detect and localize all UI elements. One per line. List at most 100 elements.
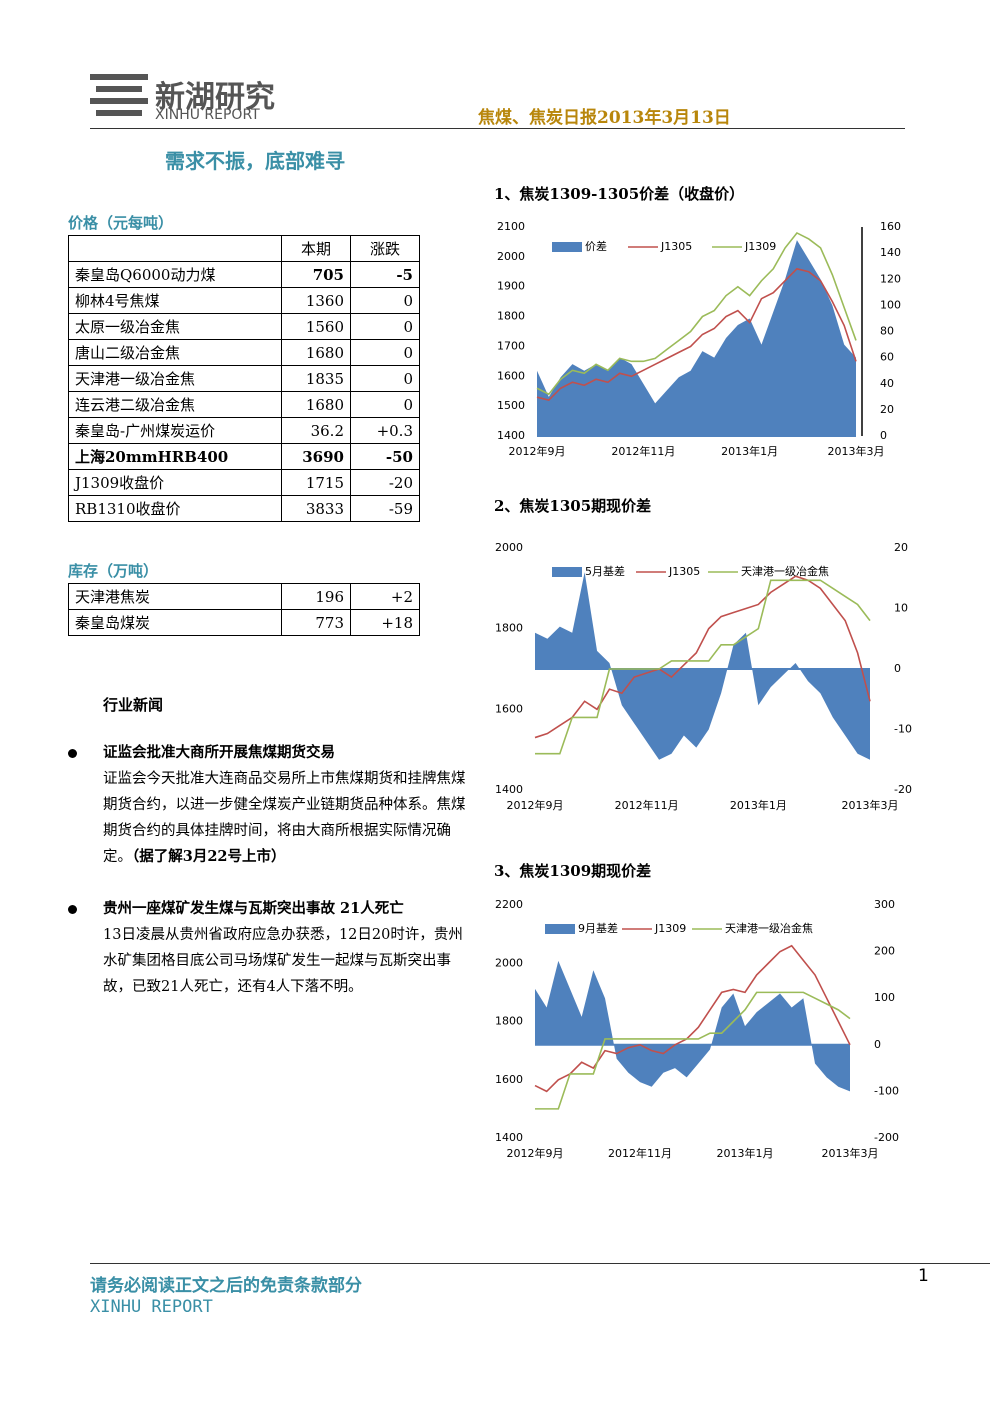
legend-label: 9月基差 bbox=[578, 921, 618, 935]
news-note: （据了解3月22号上市） bbox=[132, 848, 286, 865]
y2-tick-label: -10 bbox=[894, 723, 912, 736]
y2-tick-label: 140 bbox=[880, 246, 901, 259]
y2-tick-label: 160 bbox=[880, 220, 901, 233]
table-cell: 太原一级冶金焦 bbox=[68, 313, 282, 340]
y2-tick-label: -100 bbox=[874, 1084, 899, 1097]
y-tick-label: 1600 bbox=[497, 369, 525, 382]
x-tick-label: 2013年1月 bbox=[717, 1146, 774, 1160]
x-tick-label: 2012年11月 bbox=[615, 798, 679, 812]
header-rule bbox=[90, 128, 905, 129]
table-cell: -20 bbox=[350, 469, 420, 496]
table-cell: 上海20mmHRB400 bbox=[68, 443, 282, 470]
y2-tick-label: 100 bbox=[880, 298, 901, 311]
x-tick-label: 2013年3月 bbox=[822, 1146, 879, 1160]
news-item: 证监会批准大商所开展焦煤期货交易 证监会今天批准大连商品交易所上市焦煤期货和挂牌焦… bbox=[68, 740, 473, 870]
y2-tick-label: -20 bbox=[894, 783, 912, 796]
x-tick-label: 2013年3月 bbox=[842, 798, 899, 812]
y2-tick-label: 60 bbox=[880, 351, 894, 364]
table-row: 唐山二级冶金焦 1680 0 bbox=[68, 339, 420, 366]
line bbox=[536, 231, 857, 396]
table-cell: 36.2 bbox=[281, 417, 351, 444]
y-tick-label: 2100 bbox=[497, 220, 525, 233]
line bbox=[535, 991, 851, 1110]
table-cell: 秦皇岛Q6000动力煤 bbox=[68, 261, 282, 288]
news-text: 证监会今天批准大连商品交易所上市焦煤期货和挂牌焦煤期货合约，以进一步健全煤炭产业… bbox=[103, 771, 466, 865]
y2-tick-label: 0 bbox=[894, 662, 901, 675]
legend-swatch bbox=[552, 242, 582, 252]
y2-tick-label: -200 bbox=[874, 1131, 899, 1144]
y2-tick-label: 40 bbox=[880, 377, 894, 390]
page-number: 1 bbox=[918, 1266, 929, 1286]
section-title: 价格（元每吨） bbox=[68, 214, 174, 232]
legend-label: J1305 bbox=[668, 565, 700, 578]
table-cell: 1835 bbox=[281, 365, 351, 392]
y2-tick-label: 10 bbox=[894, 602, 908, 615]
price-table: 本期 涨跌 秦皇岛Q6000动力煤 705 -5 柳林4号焦煤 1360 0 太原一级冶金焦 15… bbox=[68, 235, 420, 522]
news-body: 13日凌晨从贵州省政府应急办获悉，12日20时许，贵州水矿集团格目底公司马场煤矿… bbox=[103, 922, 473, 1000]
table-cell: 196 bbox=[281, 583, 351, 610]
footer-rule bbox=[90, 1263, 990, 1264]
area bbox=[537, 240, 856, 436]
y2-tick-label: 20 bbox=[880, 403, 894, 416]
y-tick-label: 1400 bbox=[495, 783, 523, 796]
legend-swatch bbox=[545, 924, 575, 934]
table-cell: 0 bbox=[350, 339, 420, 366]
y-tick-label: 2000 bbox=[495, 956, 523, 969]
stock-table: 天津港焦炭 196 +2 秦皇岛煤炭 773 +18 bbox=[68, 583, 420, 636]
x-tick-label: 2012年9月 bbox=[507, 798, 564, 812]
table-cell: 705 bbox=[281, 261, 351, 288]
news-title: 贵州一座煤矿发生煤与瓦斯突出事故 21人死亡 bbox=[103, 900, 404, 917]
table-row: 秦皇岛-广州煤炭运价 36.2 +0.3 bbox=[68, 417, 420, 444]
legend-label: J1309 bbox=[654, 922, 686, 935]
table-cell: -50 bbox=[350, 443, 420, 470]
table-cell: 秦皇岛煤炭 bbox=[68, 609, 282, 636]
x-tick-label: 2012年9月 bbox=[509, 444, 566, 458]
y-tick-label: 2200 bbox=[495, 898, 523, 911]
news-heading: 行业新闻 bbox=[103, 696, 164, 714]
y2-tick-label: 100 bbox=[874, 991, 895, 1004]
line bbox=[534, 944, 851, 1093]
table-row: 上海20mmHRB400 3690 -50 bbox=[68, 443, 420, 470]
line bbox=[534, 575, 871, 739]
table-cell: -5 bbox=[350, 261, 420, 288]
y-tick-label: 1800 bbox=[495, 622, 523, 635]
line bbox=[535, 579, 871, 755]
news-item: 贵州一座煤矿发生煤与瓦斯突出事故 21人死亡 13日凌晨从贵州省政府应急办获悉，1… bbox=[68, 896, 473, 1000]
table-row: 太原一级冶金焦 1560 0 bbox=[68, 313, 420, 340]
table-cell: -59 bbox=[350, 495, 420, 522]
y-tick-label: 1500 bbox=[497, 399, 525, 412]
legend-label: 天津港一级冶金焦 bbox=[725, 921, 813, 935]
x-tick-label: 2012年9月 bbox=[507, 1146, 564, 1160]
y-tick-label: 2000 bbox=[495, 541, 523, 554]
legend-label: 天津港一级冶金焦 bbox=[741, 564, 829, 578]
headline: 需求不振，底部难寻 bbox=[165, 149, 345, 173]
y2-tick-label: 0 bbox=[874, 1038, 881, 1051]
area bbox=[535, 960, 850, 1092]
y2-tick-label: 120 bbox=[880, 272, 901, 285]
table-row: 柳林4号焦煤 1360 0 bbox=[68, 287, 420, 314]
table-cell: 唐山二级冶金焦 bbox=[68, 339, 282, 366]
table-cell: 773 bbox=[281, 609, 351, 636]
header-cell: 涨跌 bbox=[350, 235, 420, 262]
table-row: 秦皇岛煤炭 773 +18 bbox=[68, 609, 420, 636]
y2-tick-label: 80 bbox=[880, 325, 894, 338]
y2-tick-label: 200 bbox=[874, 945, 895, 958]
table-row: RB1310收盘价 3833 -59 bbox=[68, 495, 420, 522]
table-cell: 1360 bbox=[281, 287, 351, 314]
table-row: 天津港一级冶金焦 1835 0 bbox=[68, 365, 420, 392]
y-tick-label: 1800 bbox=[497, 310, 525, 323]
table-cell: 连云港二级冶金焦 bbox=[68, 391, 282, 418]
table-cell: +18 bbox=[350, 609, 420, 636]
area bbox=[535, 572, 870, 760]
y-tick-label: 1600 bbox=[495, 1073, 523, 1086]
legend-label: J1309 bbox=[744, 240, 776, 253]
table-cell: J1309收盘价 bbox=[68, 469, 282, 496]
y-tick-label: 1400 bbox=[495, 1131, 523, 1144]
x-tick-label: 2012年11月 bbox=[611, 444, 675, 458]
y-tick-label: 2000 bbox=[497, 250, 525, 263]
x-tick-label: 2012年11月 bbox=[608, 1146, 672, 1160]
bullet bbox=[68, 905, 77, 914]
